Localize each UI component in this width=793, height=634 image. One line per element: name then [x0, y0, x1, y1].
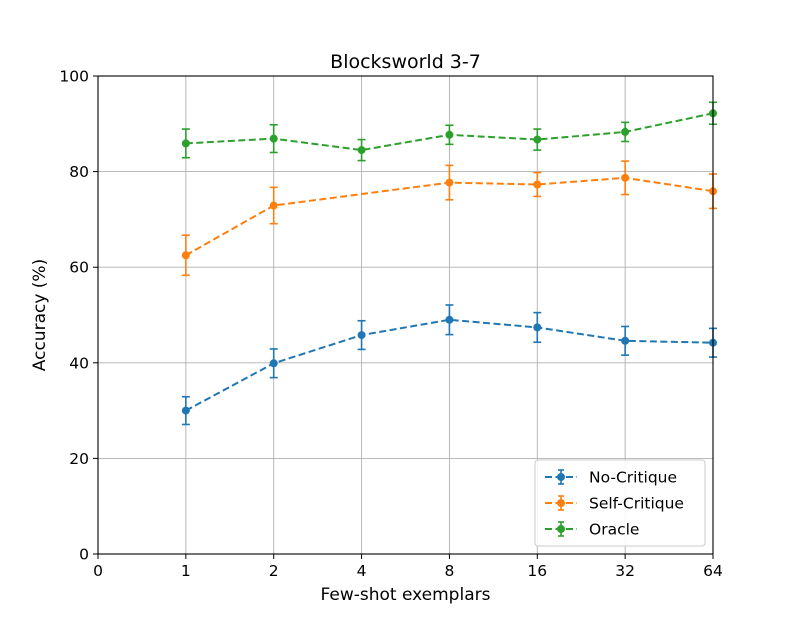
y-tick-label: 100 — [59, 68, 89, 86]
x-tick-label: 4 — [357, 562, 367, 580]
x-tick-label: 8 — [444, 562, 454, 580]
legend: No-Critique Self-Critique Oracle — [534, 459, 706, 547]
series-oracle — [181, 101, 717, 162]
data-point — [357, 146, 366, 155]
x-tick-label: 64 — [703, 562, 723, 580]
y-axis-title: Accuracy (%) — [30, 259, 50, 371]
y-tick-label: 20 — [69, 450, 89, 468]
y-tick-label: 0 — [79, 546, 89, 564]
data-point — [445, 315, 454, 324]
x-tick-label: 16 — [527, 562, 547, 580]
legend-label: Oracle — [589, 521, 639, 539]
data-point — [269, 201, 278, 210]
data-point — [533, 323, 542, 332]
legend-marker — [557, 525, 565, 533]
data-point — [269, 134, 278, 143]
data-point — [621, 336, 630, 345]
legend-box — [534, 459, 706, 547]
x-axis-title: Few-shot exemplars — [321, 585, 491, 605]
legend-marker — [557, 473, 565, 481]
data-point — [621, 173, 630, 182]
x-tick-label: 0 — [93, 562, 103, 580]
x-tick-label: 32 — [615, 562, 635, 580]
data-point — [445, 130, 454, 139]
chart-title: Blocksworld 3-7 — [330, 51, 481, 73]
data-point — [181, 251, 190, 260]
legend-label: No-Critique — [589, 469, 677, 487]
data-point — [181, 139, 190, 148]
data-point — [269, 359, 278, 368]
plot-frame — [97, 75, 714, 555]
data-point — [621, 127, 630, 136]
axes: 0 1 2 4 8 16 32 64 0 20 40 60 80 100 — [59, 68, 722, 581]
data-point — [181, 406, 190, 415]
y-tick-label: 40 — [69, 354, 89, 372]
x-tick-label: 2 — [269, 562, 279, 580]
data-point — [533, 135, 542, 144]
data-point — [533, 180, 542, 189]
series-line — [185, 176, 714, 257]
data-point — [357, 331, 366, 340]
legend-marker — [557, 499, 565, 507]
y-tick-label: 60 — [69, 259, 89, 277]
legend-label: Self-Critique — [589, 495, 684, 513]
y-tick-label: 80 — [69, 163, 89, 181]
data-point — [445, 178, 454, 187]
x-tick-label: 1 — [181, 562, 191, 580]
series-no-critique — [181, 304, 717, 426]
